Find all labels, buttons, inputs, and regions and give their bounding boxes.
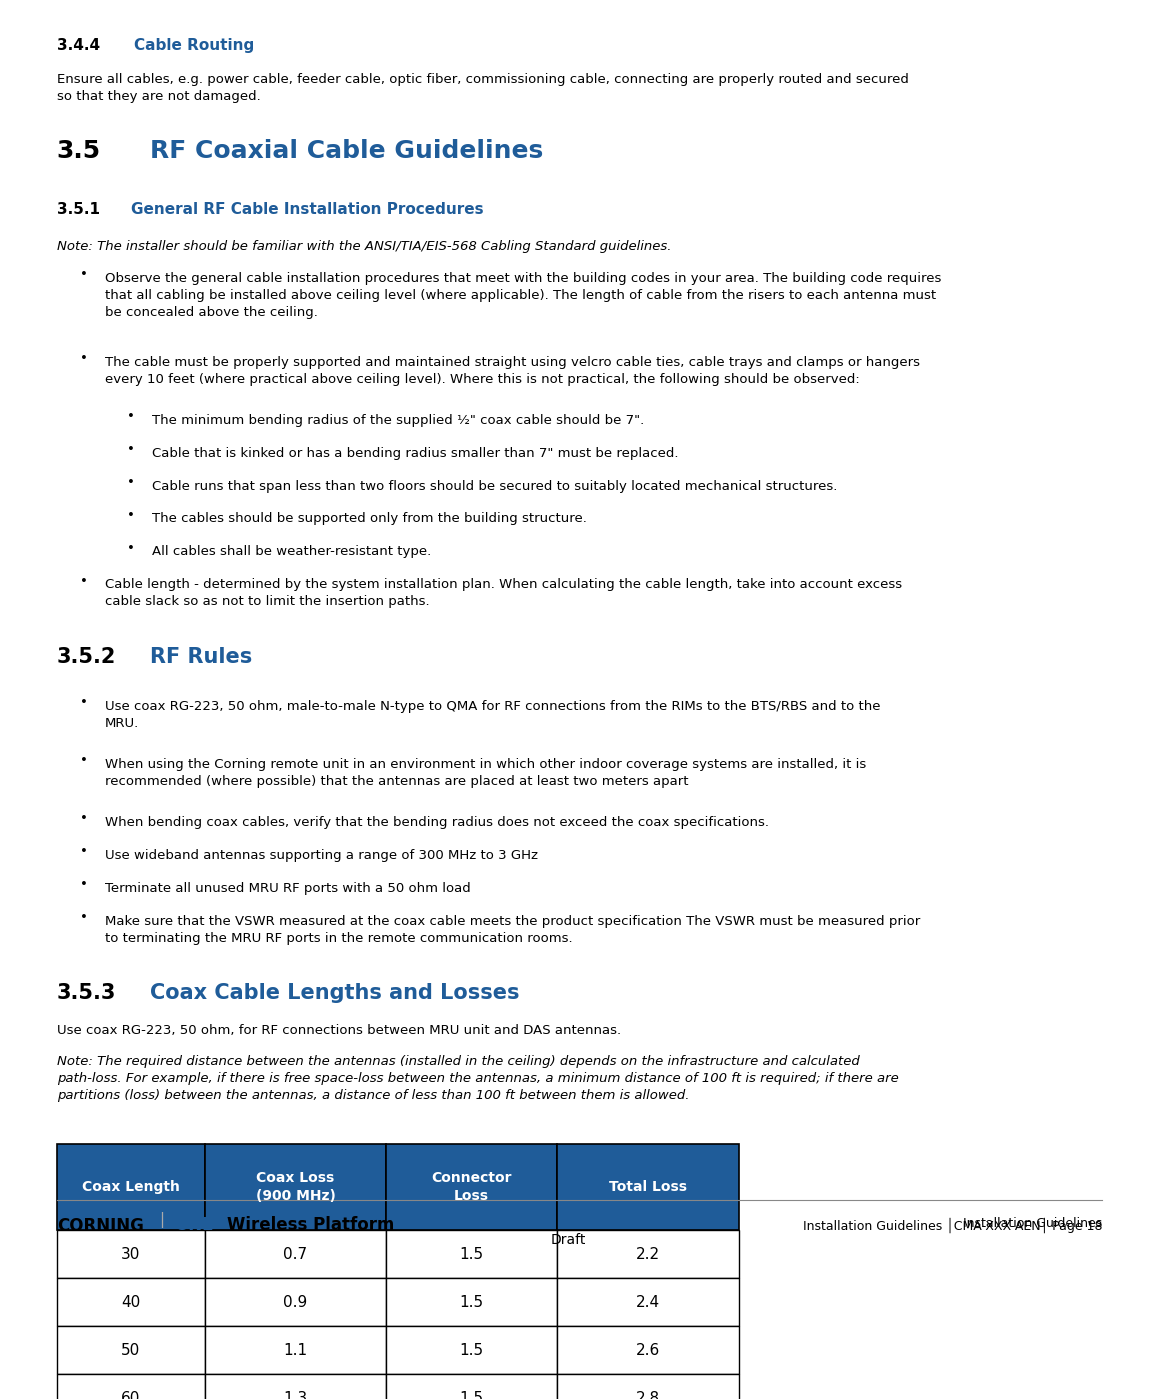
Text: When bending coax cables, verify that the bending radius does not exceed the coa: When bending coax cables, verify that th… xyxy=(104,816,769,830)
Bar xyxy=(205,1374,387,1399)
Text: 30: 30 xyxy=(122,1247,140,1262)
Text: When using the Corning remote unit in an environment in which other indoor cover: When using the Corning remote unit in an… xyxy=(104,758,866,788)
Bar xyxy=(557,1230,739,1279)
Text: •: • xyxy=(127,541,135,554)
Text: RF Rules: RF Rules xyxy=(151,646,252,667)
Text: •: • xyxy=(80,754,88,767)
Text: 50: 50 xyxy=(122,1343,140,1357)
Text: •: • xyxy=(80,269,88,281)
Text: RF Coaxial Cable Guidelines: RF Coaxial Cable Guidelines xyxy=(151,139,543,164)
Bar xyxy=(387,1326,557,1374)
Bar xyxy=(387,1279,557,1326)
Text: 3.5: 3.5 xyxy=(57,139,101,164)
Text: 2.4: 2.4 xyxy=(636,1294,660,1309)
Text: 0.9: 0.9 xyxy=(284,1294,308,1309)
Text: •: • xyxy=(127,476,135,488)
Text: 1.5: 1.5 xyxy=(460,1247,484,1262)
Text: The cable must be properly supported and maintained straight using velcro cable : The cable must be properly supported and… xyxy=(104,355,919,386)
Text: •: • xyxy=(127,443,135,456)
Text: Make sure that the VSWR measured at the coax cable meets the product specificati: Make sure that the VSWR measured at the … xyxy=(104,915,919,944)
Text: Cable that is kinked or has a bending radius smaller than 7" must be replaced.: Cable that is kinked or has a bending ra… xyxy=(153,446,679,460)
Text: •: • xyxy=(80,911,88,925)
Text: •: • xyxy=(127,410,135,422)
Text: Coax Cable Lengths and Losses: Coax Cable Lengths and Losses xyxy=(151,983,520,1003)
Text: 1.5: 1.5 xyxy=(460,1343,484,1357)
Bar xyxy=(387,1374,557,1399)
Text: All cables shall be weather-resistant type.: All cables shall be weather-resistant ty… xyxy=(153,546,432,558)
Text: Cable Routing: Cable Routing xyxy=(134,38,255,53)
Text: Ensure all cables, e.g. power cable, feeder cable, optic fiber, commissioning ca: Ensure all cables, e.g. power cable, fee… xyxy=(57,73,909,104)
Bar xyxy=(557,1326,739,1374)
Text: •: • xyxy=(80,813,88,825)
Text: Terminate all unused MRU RF ports with a 50 ohm load: Terminate all unused MRU RF ports with a… xyxy=(104,881,470,895)
Text: •: • xyxy=(80,351,88,365)
Bar xyxy=(205,1144,387,1230)
Bar xyxy=(557,1279,739,1326)
Text: Observe the general cable installation procedures that meet with the building co: Observe the general cable installation p… xyxy=(104,271,941,319)
Text: •: • xyxy=(80,575,88,588)
Text: ONE: ONE xyxy=(174,1216,213,1234)
Text: 40: 40 xyxy=(122,1294,140,1309)
Text: 3.5.2: 3.5.2 xyxy=(57,646,116,667)
Bar xyxy=(205,1230,387,1279)
Text: 1.1: 1.1 xyxy=(284,1343,308,1357)
Text: Coax Loss
(900 MHz): Coax Loss (900 MHz) xyxy=(256,1171,336,1203)
Text: 2.2: 2.2 xyxy=(636,1247,660,1262)
Bar xyxy=(57,1374,205,1399)
Text: Total Loss: Total Loss xyxy=(609,1179,687,1193)
Text: Note: The required distance between the antennas (installed in the ceiling) depe: Note: The required distance between the … xyxy=(57,1055,899,1102)
Bar xyxy=(205,1279,387,1326)
Text: Cable length - determined by the system installation plan. When calculating the : Cable length - determined by the system … xyxy=(104,578,902,609)
Text: 60: 60 xyxy=(122,1391,140,1399)
Text: 3.4.4: 3.4.4 xyxy=(57,38,110,53)
Text: 1.3: 1.3 xyxy=(284,1391,308,1399)
Text: The cables should be supported only from the building structure.: The cables should be supported only from… xyxy=(153,512,587,526)
Text: 1.5: 1.5 xyxy=(460,1391,484,1399)
Text: The minimum bending radius of the supplied ½" coax cable should be 7".: The minimum bending radius of the suppli… xyxy=(153,414,645,427)
Bar xyxy=(57,1326,205,1374)
Bar xyxy=(57,1230,205,1279)
Text: 3.5.3: 3.5.3 xyxy=(57,983,116,1003)
Text: 2.8: 2.8 xyxy=(636,1391,660,1399)
Text: •: • xyxy=(80,879,88,891)
Text: •: • xyxy=(80,845,88,859)
Text: CORNING: CORNING xyxy=(57,1217,144,1235)
Text: •: • xyxy=(80,695,88,709)
Text: •: • xyxy=(127,509,135,522)
Bar xyxy=(57,1279,205,1326)
Text: General RF Cable Installation Procedures: General RF Cable Installation Procedures xyxy=(131,203,483,217)
Text: 2.6: 2.6 xyxy=(636,1343,660,1357)
Text: Coax Length: Coax Length xyxy=(82,1179,179,1193)
Text: Use coax RG-223, 50 ohm, for RF connections between MRU unit and DAS antennas.: Use coax RG-223, 50 ohm, for RF connecti… xyxy=(57,1024,621,1037)
Bar xyxy=(205,1326,387,1374)
Text: Use coax RG-223, 50 ohm, male-to-male N-type to QMA for RF connections from the : Use coax RG-223, 50 ohm, male-to-male N-… xyxy=(104,700,880,730)
Bar xyxy=(387,1230,557,1279)
Text: Connector
Loss: Connector Loss xyxy=(432,1171,512,1203)
Text: 0.7: 0.7 xyxy=(284,1247,308,1262)
Text: Installation Guidelines: Installation Guidelines xyxy=(963,1217,1102,1230)
Bar xyxy=(387,1144,557,1230)
Text: 1.5: 1.5 xyxy=(460,1294,484,1309)
Bar xyxy=(557,1374,739,1399)
Text: 3.5.1: 3.5.1 xyxy=(57,203,100,217)
Text: Installation Guidelines │CMA-XXX-AEN│ Page 18: Installation Guidelines │CMA-XXX-AEN│ Pa… xyxy=(802,1217,1102,1233)
Text: Cable runs that span less than two floors should be secured to suitably located : Cable runs that span less than two floor… xyxy=(153,480,837,492)
Bar xyxy=(557,1144,739,1230)
Text: Use wideband antennas supporting a range of 300 MHz to 3 GHz: Use wideband antennas supporting a range… xyxy=(104,849,537,862)
Text: Draft: Draft xyxy=(550,1233,586,1247)
Text: |: | xyxy=(159,1213,164,1228)
Text: Wireless Platform: Wireless Platform xyxy=(227,1216,395,1234)
Text: ™: ™ xyxy=(217,1219,227,1228)
Text: Note: The installer should be familiar with the ANSI/TIA/EIS-568 Cabling Standar: Note: The installer should be familiar w… xyxy=(57,241,672,253)
Bar xyxy=(57,1144,205,1230)
